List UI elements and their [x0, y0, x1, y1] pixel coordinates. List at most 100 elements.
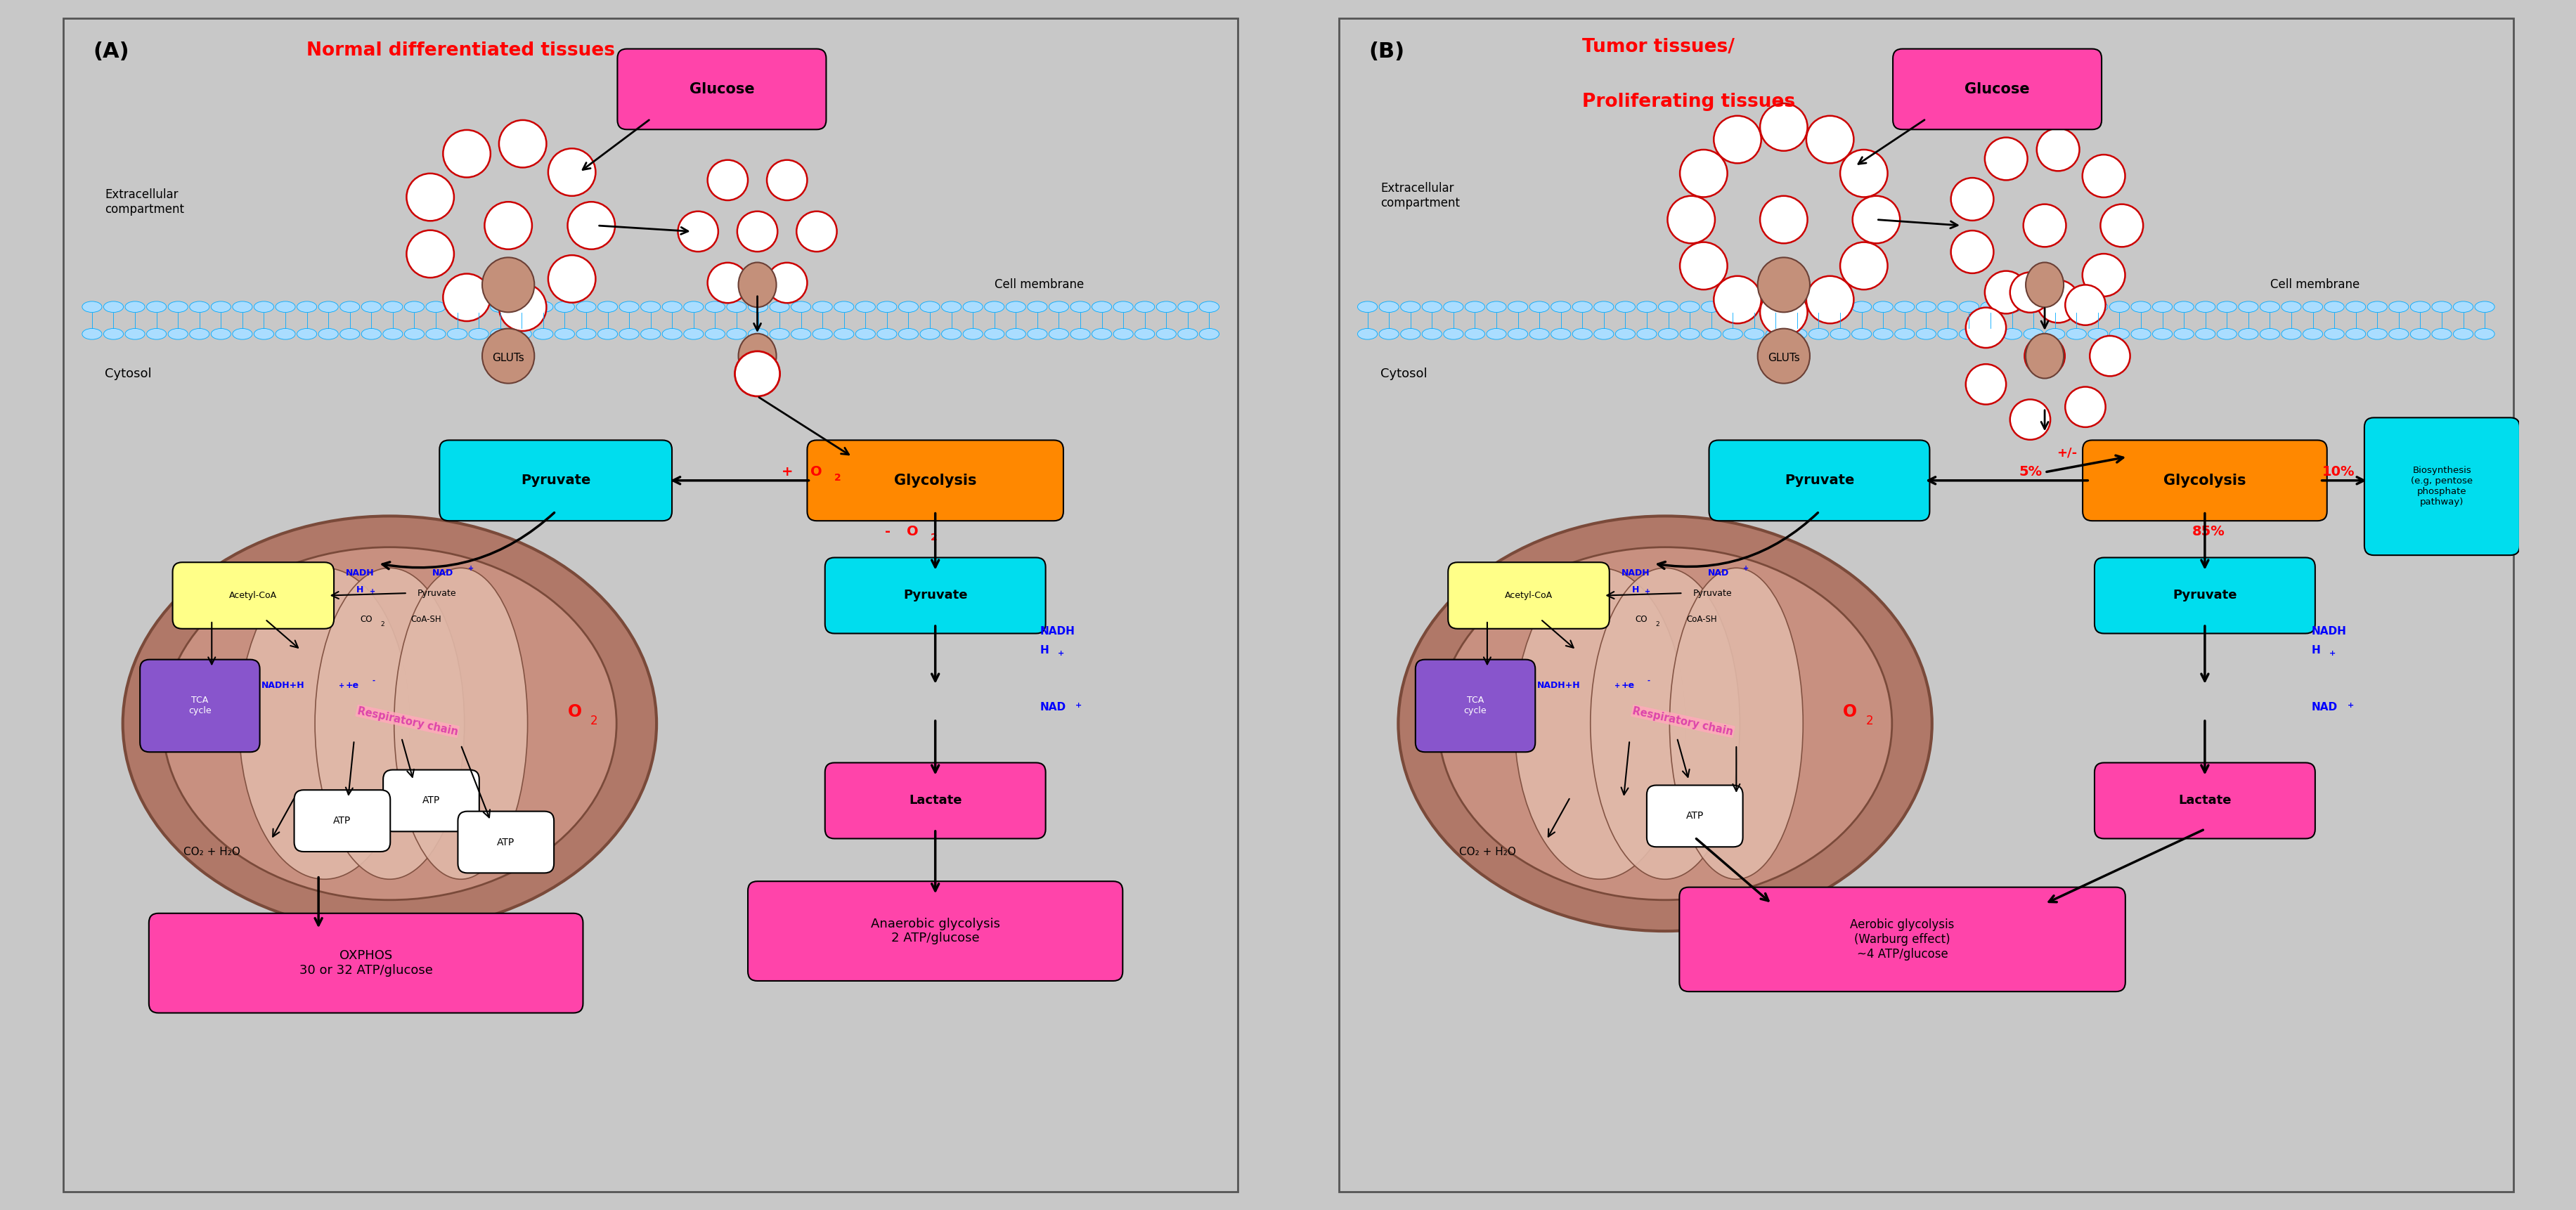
- Ellipse shape: [1358, 328, 1378, 340]
- Ellipse shape: [1981, 328, 1999, 340]
- Circle shape: [708, 263, 747, 302]
- FancyBboxPatch shape: [1414, 659, 1535, 753]
- Ellipse shape: [126, 328, 144, 340]
- Ellipse shape: [2195, 328, 2215, 340]
- Ellipse shape: [791, 301, 811, 312]
- Circle shape: [1713, 116, 1762, 163]
- Ellipse shape: [1422, 301, 1443, 312]
- Circle shape: [2081, 155, 2125, 197]
- Ellipse shape: [489, 328, 510, 340]
- Ellipse shape: [1917, 328, 1935, 340]
- Text: Proliferating tissues: Proliferating tissues: [1582, 93, 1795, 111]
- Ellipse shape: [2239, 301, 2257, 312]
- Ellipse shape: [232, 301, 252, 312]
- Circle shape: [1759, 103, 1806, 151]
- Ellipse shape: [2303, 328, 2321, 340]
- Text: 2: 2: [1865, 715, 1873, 727]
- Text: Cell membrane: Cell membrane: [2269, 278, 2360, 292]
- Ellipse shape: [2195, 301, 2215, 312]
- Circle shape: [407, 230, 453, 277]
- Ellipse shape: [340, 328, 361, 340]
- Ellipse shape: [384, 301, 402, 312]
- Ellipse shape: [1530, 301, 1548, 312]
- Ellipse shape: [811, 301, 832, 312]
- Ellipse shape: [662, 301, 683, 312]
- Ellipse shape: [1615, 301, 1636, 312]
- Ellipse shape: [2280, 328, 2300, 340]
- Ellipse shape: [1700, 328, 1721, 340]
- Circle shape: [484, 202, 531, 249]
- Text: +: +: [469, 565, 474, 572]
- Ellipse shape: [448, 328, 466, 340]
- Ellipse shape: [1437, 547, 1891, 900]
- Text: CO: CO: [361, 615, 371, 624]
- FancyBboxPatch shape: [1340, 18, 2512, 1192]
- FancyBboxPatch shape: [384, 770, 479, 831]
- Text: (B): (B): [1368, 42, 1404, 62]
- Ellipse shape: [1198, 328, 1218, 340]
- Text: Aerobic glycolysis
(Warburg effect)
~4 ATP/glucose: Aerobic glycolysis (Warburg effect) ~4 A…: [1850, 918, 1955, 961]
- FancyBboxPatch shape: [824, 762, 1046, 839]
- Text: NADH: NADH: [1620, 569, 1649, 577]
- Text: +: +: [337, 682, 345, 690]
- Circle shape: [1839, 150, 1888, 197]
- Ellipse shape: [2151, 328, 2172, 340]
- Ellipse shape: [706, 328, 724, 340]
- Ellipse shape: [404, 301, 425, 312]
- Text: H: H: [355, 584, 363, 594]
- Ellipse shape: [2367, 328, 2385, 340]
- Ellipse shape: [876, 301, 896, 312]
- Text: +: +: [368, 588, 376, 595]
- Text: +: +: [1643, 588, 1651, 595]
- Ellipse shape: [1852, 301, 1870, 312]
- FancyBboxPatch shape: [2081, 440, 2326, 520]
- Circle shape: [2025, 336, 2063, 376]
- Ellipse shape: [835, 301, 853, 312]
- FancyBboxPatch shape: [2094, 558, 2313, 634]
- Circle shape: [407, 173, 453, 221]
- Ellipse shape: [1636, 328, 1656, 340]
- Ellipse shape: [2045, 328, 2063, 340]
- Ellipse shape: [1981, 301, 1999, 312]
- Ellipse shape: [2388, 328, 2409, 340]
- Circle shape: [1984, 138, 2027, 180]
- Circle shape: [1667, 196, 1716, 243]
- Ellipse shape: [1808, 328, 1829, 340]
- Ellipse shape: [482, 258, 533, 312]
- Ellipse shape: [394, 567, 528, 880]
- Text: GLUTs: GLUTs: [492, 352, 526, 363]
- Text: Biosynthesis
(e.g, pentose
phosphate
pathway): Biosynthesis (e.g, pentose phosphate pat…: [2411, 466, 2473, 507]
- Circle shape: [2063, 387, 2105, 427]
- Circle shape: [1950, 231, 1994, 273]
- Text: TCA
cycle: TCA cycle: [1463, 696, 1486, 715]
- Ellipse shape: [361, 301, 381, 312]
- Text: NAD: NAD: [2311, 702, 2336, 713]
- Circle shape: [2089, 336, 2130, 376]
- Ellipse shape: [2066, 328, 2087, 340]
- Ellipse shape: [899, 301, 917, 312]
- Ellipse shape: [1177, 328, 1198, 340]
- Ellipse shape: [554, 301, 574, 312]
- Ellipse shape: [662, 328, 683, 340]
- Text: NADH: NADH: [2311, 626, 2347, 636]
- Text: +: +: [2329, 650, 2336, 657]
- Text: +/-: +/-: [2056, 446, 2076, 460]
- Ellipse shape: [191, 301, 209, 312]
- Ellipse shape: [1028, 301, 1046, 312]
- Text: ATP: ATP: [497, 837, 515, 847]
- Ellipse shape: [314, 567, 464, 880]
- Ellipse shape: [1069, 328, 1090, 340]
- Circle shape: [1759, 288, 1806, 336]
- Text: 2: 2: [381, 621, 384, 627]
- Text: Cytosol: Cytosol: [1381, 368, 1427, 380]
- Ellipse shape: [276, 328, 296, 340]
- Ellipse shape: [2432, 328, 2450, 340]
- Text: Lactate: Lactate: [909, 794, 961, 807]
- Ellipse shape: [2215, 301, 2236, 312]
- Text: Pyruvate: Pyruvate: [902, 589, 966, 601]
- Ellipse shape: [211, 301, 232, 312]
- Ellipse shape: [940, 301, 961, 312]
- Ellipse shape: [1177, 301, 1198, 312]
- Ellipse shape: [577, 328, 595, 340]
- Ellipse shape: [2215, 328, 2236, 340]
